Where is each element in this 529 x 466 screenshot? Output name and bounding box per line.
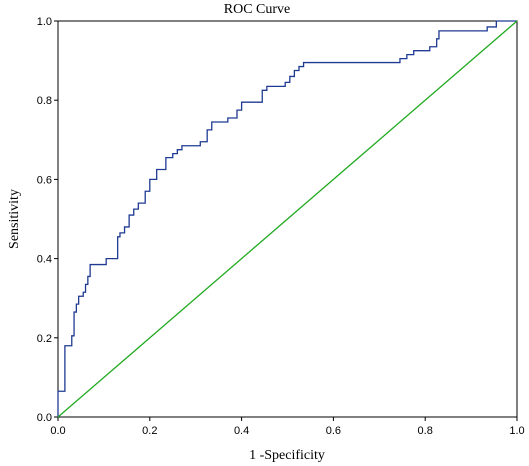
y-tick-label: 0.4 — [37, 254, 52, 266]
x-tick-label: 1.0 — [509, 425, 524, 437]
chart-title: ROC Curve — [224, 2, 291, 17]
x-tick-label: 0.2 — [142, 425, 157, 437]
y-tick-label: 0.8 — [37, 95, 52, 107]
y-tick-label: 0.6 — [37, 174, 52, 186]
y-tick-label: 0.0 — [37, 412, 52, 424]
y-tick-label: 1.0 — [37, 16, 52, 28]
plot-frame — [57, 20, 518, 418]
x-tick-label: 0.6 — [326, 425, 341, 437]
y-axis-label: Sensitivity — [7, 189, 22, 249]
reference-diagonal-line — [57, 20, 518, 418]
series-layer — [57, 20, 518, 418]
roc-curve-line — [57, 20, 517, 417]
x-tick-label: 0.4 — [234, 425, 249, 437]
y-axis: 0.0 0.2 0.4 0.6 0.8 1.0 — [37, 16, 58, 424]
x-axis: 0.0 0.2 0.4 0.6 0.8 1.0 — [50, 417, 525, 437]
x-tick-label: 0.8 — [418, 425, 433, 437]
x-axis-label: 1 -Specificity — [249, 448, 325, 463]
y-tick-label: 0.2 — [37, 333, 52, 345]
x-tick-label: 0.0 — [50, 425, 65, 437]
